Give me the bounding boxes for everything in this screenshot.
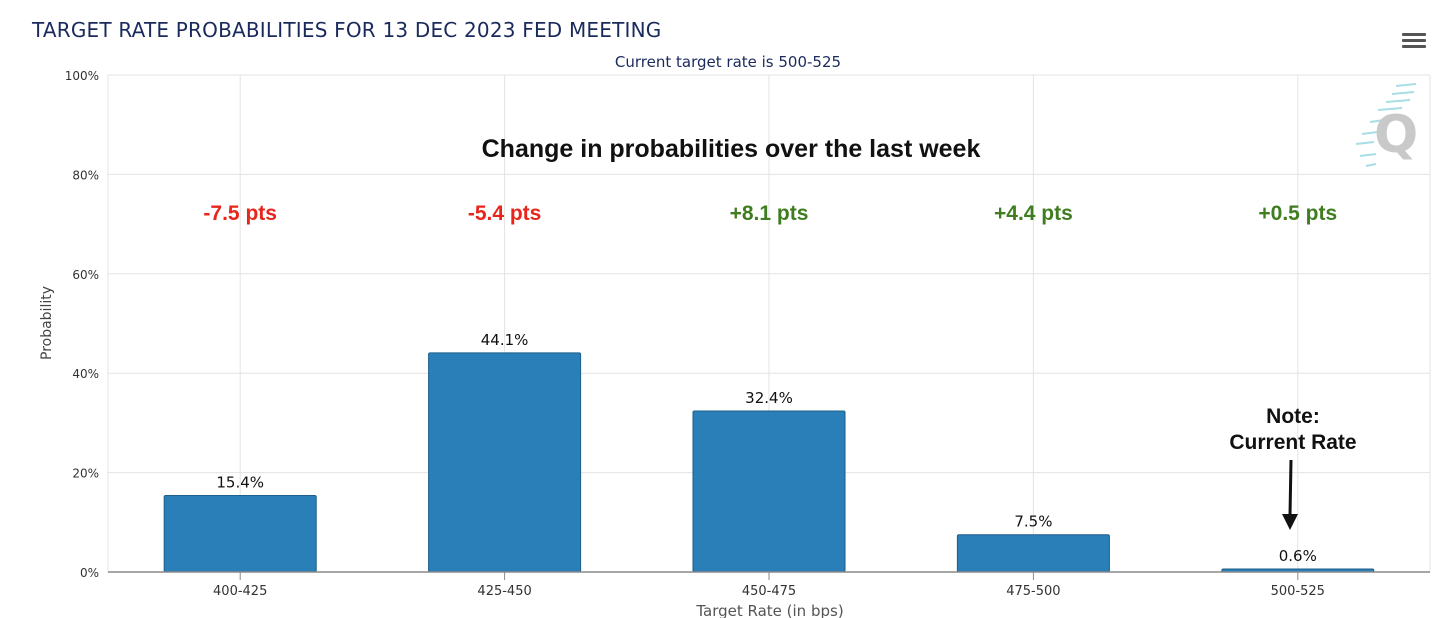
cme-fedwatch-logo: Q bbox=[1355, 83, 1418, 167]
chart-subtitle: Current target rate is 500-525 bbox=[614, 53, 842, 71]
note-label-line1: Note: bbox=[1266, 405, 1320, 428]
change-headline: Change in probabilities over the last we… bbox=[482, 135, 981, 163]
x-tick-label: 475-500 bbox=[1006, 584, 1060, 599]
change-labels: -7.5 pts -5.4 pts +8.1 pts +4.4 pts +0.5 pts bbox=[203, 202, 1337, 225]
data-label: 0.6% bbox=[1279, 547, 1317, 565]
data-label: 7.5% bbox=[1014, 513, 1052, 531]
x-axis-title: Target Rate (in bps) bbox=[695, 602, 843, 618]
hamburger-menu-icon[interactable] bbox=[1402, 33, 1426, 53]
y-tick-label: 40% bbox=[72, 367, 99, 381]
bar[interactable] bbox=[692, 410, 846, 573]
note-arrow-head-icon bbox=[1282, 514, 1298, 530]
data-label: 32.4% bbox=[745, 389, 793, 407]
x-tick-label: 450-475 bbox=[742, 584, 796, 599]
note-arrow-shaft bbox=[1288, 459, 1293, 517]
y-tick-label: 100% bbox=[65, 69, 99, 83]
data-labels: 15.4% 44.1% 32.4% 7.5% 0.6% bbox=[216, 331, 1316, 565]
y-tick-label: 80% bbox=[72, 168, 99, 182]
x-tick-label: 425-450 bbox=[477, 584, 531, 599]
y-tick-label: 0% bbox=[80, 566, 99, 580]
data-label: 44.1% bbox=[481, 331, 529, 349]
y-axis-ticks: 0% 20% 40% 60% 80% 100% bbox=[65, 69, 99, 580]
change-label: -5.4 pts bbox=[468, 202, 542, 225]
change-label: +4.4 pts bbox=[994, 202, 1073, 225]
bar[interactable] bbox=[163, 494, 317, 573]
y-axis-title: Probability bbox=[39, 286, 55, 360]
x-tick-label: 500-525 bbox=[1271, 584, 1325, 599]
bars bbox=[163, 352, 1375, 573]
y-tick-label: 60% bbox=[72, 268, 99, 282]
bar[interactable] bbox=[428, 352, 582, 573]
change-label: +0.5 pts bbox=[1258, 202, 1337, 225]
x-tick-label: 400-425 bbox=[213, 584, 267, 599]
change-label: -7.5 pts bbox=[203, 202, 277, 225]
change-label: +8.1 pts bbox=[730, 202, 809, 225]
data-label: 15.4% bbox=[216, 473, 264, 491]
chart-title: TARGET RATE PROBABILITIES FOR 13 DEC 202… bbox=[32, 18, 662, 42]
bar[interactable] bbox=[956, 534, 1110, 573]
note-label-line2: Current Rate bbox=[1229, 431, 1356, 454]
watermark-letter: Q bbox=[1374, 105, 1418, 165]
x-axis-ticks: 400-425 425-450 450-475 475-500 500-525 bbox=[213, 572, 1325, 599]
y-tick-label: 20% bbox=[72, 467, 99, 481]
